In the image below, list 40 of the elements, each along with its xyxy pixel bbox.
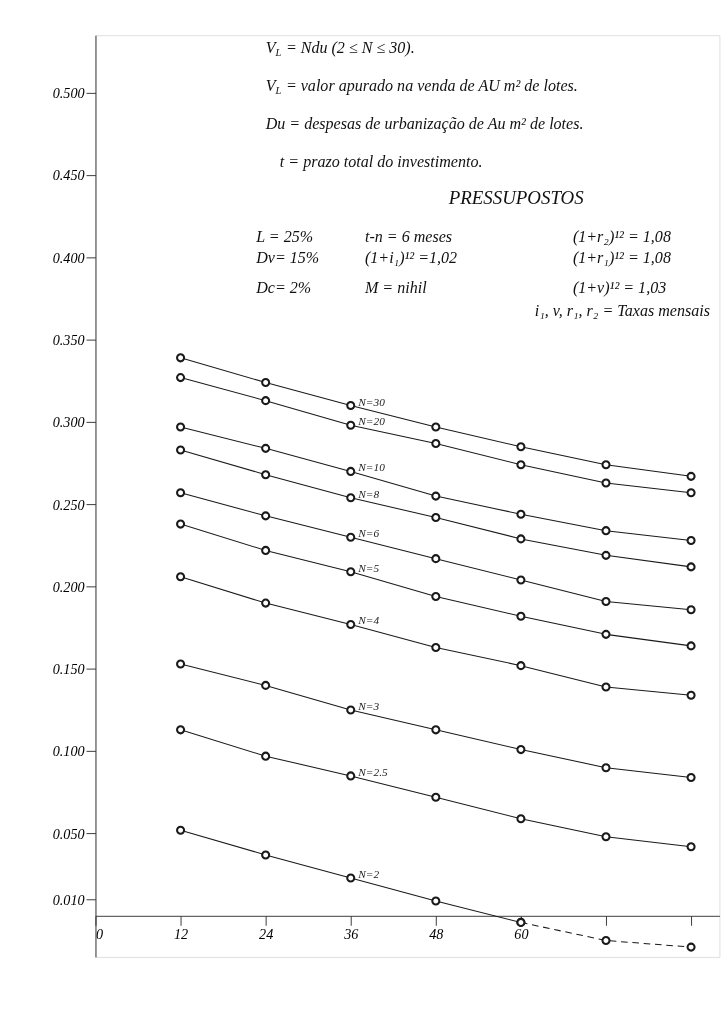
annotation: (1+r₁)¹² = 1,08: [572, 249, 671, 268]
series-label: N=30: [357, 395, 386, 408]
x-tick-label: 12: [173, 925, 189, 942]
series-label: N=3: [357, 700, 380, 713]
x-tick-label: 60: [514, 925, 529, 942]
annotation: Dv= 15%: [255, 249, 320, 267]
series-label: N=5: [357, 561, 380, 574]
x-tick-label: 24: [259, 925, 274, 942]
y-tick-label: 0.300: [52, 414, 85, 431]
y-tick-label: 0.010: [52, 891, 85, 908]
y-tick-label: 0.450: [52, 167, 85, 184]
y-tick-label: 0.500: [52, 85, 85, 102]
y-tick-label: 0.200: [52, 578, 85, 595]
y-tick-label: 0.050: [52, 825, 85, 842]
y-tick-label: 0.250: [52, 496, 85, 513]
annotation: (1+v)¹² = 1,03: [572, 279, 667, 298]
y-tick-label: 0.150: [52, 661, 85, 678]
series-label: N=20: [357, 415, 386, 428]
annotation: PRESSUPOSTOS: [447, 186, 585, 208]
y-tick-label: 0.100: [52, 743, 85, 760]
annotation: (1+r₂)¹² = 1,08: [572, 228, 671, 247]
annotation: L = 25%: [255, 228, 314, 246]
x-tick-label: 36: [343, 925, 360, 942]
x-tick-label: 0: [95, 925, 104, 942]
annotation: M = nihil: [363, 279, 428, 297]
annotation: t-n = 6 meses: [364, 228, 453, 246]
annotation: Dc= 2%: [255, 279, 312, 297]
annotation: i₁, v, r₁, r₂ = Taxas mensais: [534, 302, 710, 320]
x-tick-label: 48: [429, 925, 444, 942]
series-label: N=8: [357, 487, 380, 500]
annotation: Du = despesas de urbanização de Au m² de lotes.: [264, 114, 584, 133]
series-label: N=2.5: [357, 765, 388, 778]
y-tick-label: 0.400: [52, 249, 85, 266]
series-label: N=6: [357, 527, 380, 540]
series-label: N=10: [357, 461, 386, 474]
annotation: t = prazo total do investimento.: [279, 152, 483, 171]
annotation: (1+i₁)¹² =1,02: [364, 249, 458, 268]
y-tick-label: 0.350: [52, 331, 85, 348]
series-label: N=2: [357, 867, 380, 880]
series-label: N=4: [357, 614, 380, 627]
